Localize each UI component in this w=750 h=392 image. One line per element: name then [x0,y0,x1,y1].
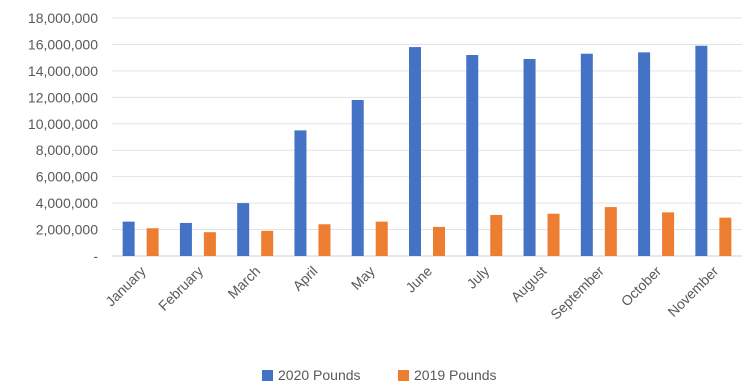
x-category-label: October [618,263,665,310]
bar-2020-pounds [351,99,364,256]
bar-2019-pounds [719,217,732,256]
y-tick-label: 10,000,000 [28,116,98,132]
bar-2019-pounds [604,207,617,256]
y-tick-label: 2,000,000 [36,222,98,238]
x-category-label: May [348,263,378,293]
bar-2020-pounds [179,222,192,256]
bar-2020-pounds [122,221,135,256]
bar-2020-pounds [695,45,708,257]
bar-2020-pounds [523,58,536,256]
legend: 2020 Pounds 2019 Pounds [262,367,497,383]
bar-2019-pounds [261,230,274,256]
x-category-label: April [289,263,320,294]
bar-2019-pounds [146,228,159,256]
x-category-label: March [224,263,263,302]
bar-2020-pounds [638,52,651,256]
y-tick-label: 12,000,000 [28,89,98,105]
x-category-label: January [102,263,149,310]
y-tick-label: 4,000,000 [36,195,98,211]
x-category-label: February [155,263,206,314]
gridlines [112,17,742,257]
bar-2020-pounds [409,47,421,256]
legend-label: 2020 Pounds [278,367,361,383]
y-tick-label: - [93,248,98,264]
x-category-label: September [547,263,607,323]
y-tick-label: 16,000,000 [28,36,98,52]
y-tick-label: 6,000,000 [36,169,98,185]
bar-2019-pounds [490,215,503,256]
bar-2020-pounds [237,203,250,256]
x-category-label: June [402,263,435,296]
bar-2020-pounds [466,55,479,257]
legend-swatch [398,370,409,381]
bar-2020-pounds [580,53,593,257]
x-axis-category-labels: January February March April May June July Augu… [102,263,721,323]
bar-2019-pounds [203,232,216,256]
bar-series [122,45,732,257]
x-category-label: November [664,263,721,320]
legend-label: 2019 Pounds [414,367,497,383]
bar-2019-pounds [375,221,388,256]
y-tick-label: 14,000,000 [28,63,98,79]
bar-2019-pounds [433,226,445,256]
bar-2019-pounds [318,224,331,256]
x-category-label: August [508,263,550,305]
y-tick-label: 18,000,000 [28,10,98,26]
bar-2020-pounds [294,130,307,256]
y-tick-label: 8,000,000 [36,142,98,158]
legend-swatch [262,370,273,381]
x-category-label: July [463,263,492,292]
bar-2019-pounds [662,212,675,256]
y-axis-tick-labels: - 2,000,000 4,000,000 6,000,000 8,000,000 10,… [28,10,98,264]
bar-2019-pounds [547,213,560,256]
